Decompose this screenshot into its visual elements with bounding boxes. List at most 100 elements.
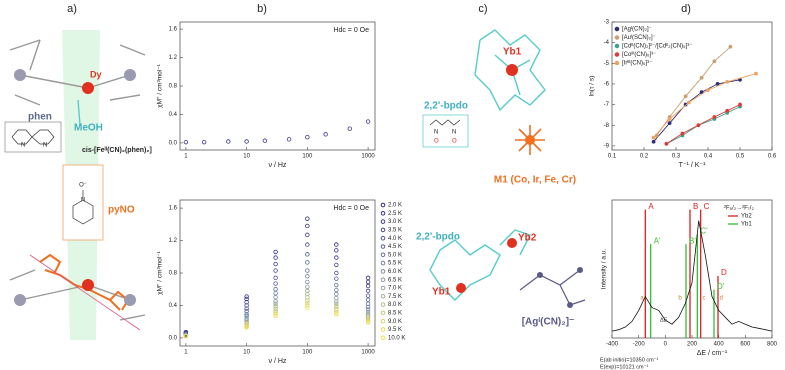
data-point — [273, 281, 278, 286]
data-point — [334, 248, 339, 253]
y-tick-label: -3 — [604, 20, 610, 26]
atom: O — [434, 139, 439, 145]
atom: N — [43, 143, 47, 149]
x-tick-label: 1000 — [361, 154, 375, 160]
x-axis-label: ΔE / cm⁻¹ — [697, 350, 728, 357]
x-axis-label: T⁻¹ / K⁻¹ — [679, 162, 707, 169]
data-point — [201, 139, 207, 145]
data-point — [334, 304, 339, 309]
legend-title: ²F₅/₂→²F₇/₂ — [724, 206, 754, 212]
y-tick-label: -8 — [604, 123, 610, 129]
x-tick-label: 800 — [767, 342, 778, 348]
legend-label: 8.0 K — [388, 302, 402, 308]
data-point — [699, 75, 704, 80]
legend-marker — [380, 202, 386, 208]
y-axis-label: Intensity / a.u. — [601, 249, 608, 290]
y-tick-label: 1.6 — [169, 206, 178, 212]
data-point — [273, 312, 278, 317]
data-point — [651, 135, 656, 140]
data-point — [686, 100, 691, 105]
peak-label: d — [720, 296, 723, 302]
legend-label: 4.5 K — [388, 244, 402, 250]
legend-marker — [380, 327, 386, 332]
data-point — [305, 216, 310, 221]
data-point — [183, 139, 189, 145]
stick-label: A — [648, 202, 654, 211]
x-tick-label: 0.1 — [608, 154, 617, 160]
x-tick-label: 600 — [740, 342, 751, 348]
legend-marker — [614, 52, 620, 57]
data-point — [334, 301, 339, 307]
data-point — [365, 297, 371, 302]
atom: N — [81, 198, 85, 204]
data-point — [305, 223, 310, 229]
y-axis-label: ln(τ / s) — [589, 76, 596, 97]
data-point — [305, 232, 310, 238]
data-point — [305, 279, 310, 285]
data-point — [334, 287, 339, 293]
series-line — [653, 73, 757, 138]
data-point — [706, 88, 710, 93]
data-point — [305, 274, 310, 279]
legend-label: 6.5 K — [388, 277, 402, 283]
x-tick-label: 0 — [664, 342, 668, 348]
legend-label: [Coᴵᴵᴵ(CN)₆]³⁻ — [622, 51, 656, 58]
data-point — [725, 79, 730, 84]
legend-label: [Agᴵ(CN)₂]⁻ — [622, 26, 652, 33]
series-line — [666, 106, 741, 145]
data-point — [273, 306, 278, 311]
y-axis-label: χM'' / cm³mol⁻¹ — [157, 250, 164, 294]
data-point — [365, 275, 371, 281]
x-tick-label: 0.4 — [704, 154, 713, 160]
y-tick-label: 0.8 — [169, 271, 178, 277]
atom: N — [21, 143, 25, 149]
atom: N — [434, 130, 438, 136]
legend-marker — [380, 244, 386, 249]
peak-label: b — [678, 296, 682, 302]
data-point — [305, 284, 310, 289]
data-point — [712, 59, 717, 64]
panel-label: b) — [257, 3, 267, 15]
legend-marker — [380, 269, 386, 274]
data-point — [696, 123, 701, 128]
annotation: ΔE — [660, 317, 668, 323]
peak-label: c — [703, 296, 706, 302]
legend-marker — [614, 35, 620, 40]
data-point — [334, 291, 339, 297]
data-point — [334, 270, 339, 276]
data-point — [712, 115, 717, 119]
data-point — [305, 134, 310, 140]
label-dy: Dy — [90, 69, 102, 79]
legend-marker — [614, 26, 620, 32]
legend-label: 8.5 K — [388, 310, 402, 316]
legend-label: Yb2 — [741, 214, 752, 220]
data-point — [305, 305, 310, 311]
atom: O — [452, 139, 457, 145]
legend-marker — [380, 227, 386, 233]
data-point — [667, 117, 672, 121]
series-line — [611, 220, 773, 332]
legend-label: 4.0 K — [388, 236, 402, 242]
data-point — [305, 268, 310, 273]
label-m1: M1 (Co, Ir, Fe, Cr) — [494, 175, 576, 186]
plot-frame — [179, 199, 376, 347]
label-yb2: Yb2 — [518, 233, 537, 244]
y-tick-label: -5 — [604, 61, 610, 67]
legend-label: 2.5 K — [388, 211, 402, 217]
stick-label: C — [704, 202, 710, 211]
x-tick-label: 10 — [243, 154, 250, 160]
data-point — [273, 304, 278, 309]
data-point — [273, 295, 278, 300]
annotation: E(exp)=10121 cm⁻¹ — [600, 364, 648, 370]
x-tick-label: 10 — [243, 350, 250, 356]
legend-label: 3.5 K — [388, 227, 402, 233]
label-bpdo: 2,2'-bpdo — [424, 101, 468, 112]
panel-label: d) — [681, 3, 691, 15]
data-point — [754, 71, 758, 76]
y-tick-label: -6 — [604, 82, 610, 88]
legend-label: 5.0 K — [388, 252, 402, 258]
data-point — [244, 306, 249, 311]
legend-label: 9.0 K — [388, 319, 402, 325]
data-point — [273, 255, 278, 260]
legend-label: 6.0 K — [388, 269, 402, 275]
